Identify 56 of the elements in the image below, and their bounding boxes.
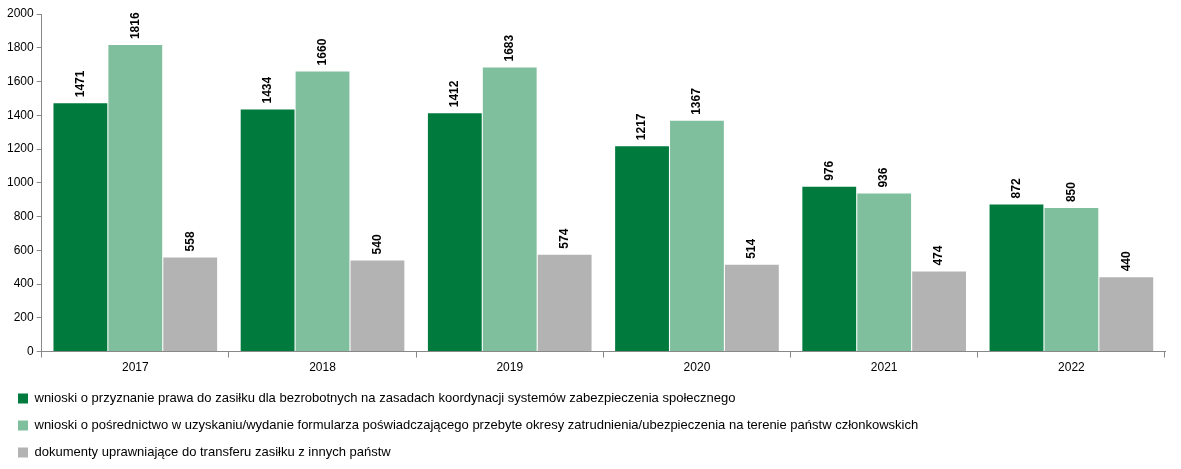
y-tick-label: 1200 [6, 141, 35, 156]
bar [1044, 208, 1099, 352]
data-label: 1367 [689, 87, 704, 115]
y-tick-label: 1800 [6, 40, 35, 55]
data-label: 1434 [259, 76, 274, 104]
y-tick-label: 200 [13, 310, 35, 325]
legend-label: wnioski o pośrednictwo w uzyskaniu/wydanie formularza poświadczającego przebyte okresy zatrudnienia/ubezpieczenia na terenie państw członkowskich [33, 417, 919, 433]
data-label: 440 [1118, 250, 1133, 272]
data-label: 1816 [127, 12, 142, 40]
data-label: 976 [821, 160, 836, 181]
data-label: 1683 [502, 34, 517, 62]
bar [240, 109, 295, 352]
bar [1099, 277, 1154, 352]
data-label: 514 [744, 238, 759, 259]
bar [350, 260, 405, 352]
bar [670, 120, 724, 352]
bar [108, 45, 163, 352]
y-tick-label: 1400 [6, 107, 35, 122]
data-label: 1217 [634, 113, 649, 141]
bar [802, 186, 857, 352]
data-label: 1471 [72, 70, 87, 98]
x-tick-label: 2020 [683, 360, 711, 375]
x-tick-label: 2017 [121, 360, 149, 375]
data-label: 1660 [314, 38, 329, 66]
x-tick-label: 2019 [496, 360, 524, 375]
data-label: 936 [876, 167, 891, 188]
legend-label: wnioski o przyznanie prawa do zasiłku dla bezrobotnych na zasadach koordynacji systemów zabezpieczenia społecznego [33, 390, 736, 406]
x-tick-label: 2018 [309, 360, 337, 375]
data-label: 1412 [447, 80, 462, 108]
x-tick-label: 2022 [1058, 360, 1086, 375]
y-tick-label: 0 [27, 343, 35, 358]
data-label: 558 [182, 231, 197, 252]
x-tick-label: 2021 [870, 360, 898, 375]
data-label: 872 [1008, 178, 1023, 199]
bar [53, 103, 108, 352]
y-tick-label: 1600 [6, 73, 35, 88]
bar [724, 264, 779, 352]
data-label: 540 [369, 234, 384, 255]
y-tick-label: 2000 [6, 6, 35, 21]
bar [615, 146, 669, 352]
bar [427, 113, 482, 352]
bar [295, 71, 350, 352]
data-label: 574 [556, 228, 571, 249]
y-tick-label: 600 [13, 242, 35, 257]
bar [163, 257, 218, 352]
bar [537, 254, 592, 352]
data-label: 474 [931, 245, 946, 266]
bar [482, 67, 537, 352]
bar [989, 204, 1044, 352]
y-tick-label: 800 [13, 208, 35, 223]
legend-label: dokumenty uprawniające do transferu zasiłku z innych państw [34, 444, 392, 460]
y-tick-label: 1000 [6, 175, 35, 190]
bar [912, 271, 966, 352]
data-label: 850 [1063, 181, 1078, 203]
y-tick-label: 400 [13, 276, 35, 291]
bar [857, 193, 912, 352]
